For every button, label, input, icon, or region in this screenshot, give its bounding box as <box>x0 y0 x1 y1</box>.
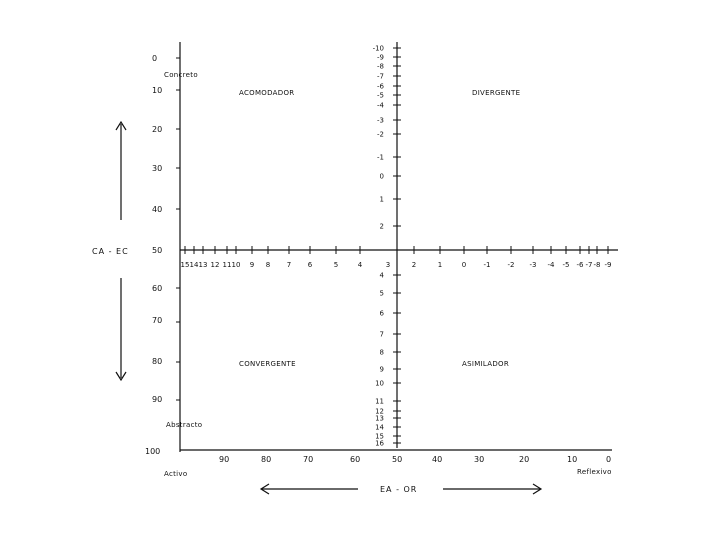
center-vertical-tick-label: 12 <box>375 408 384 416</box>
center-horizontal-tick-label: -4 <box>548 261 556 269</box>
center-horizontal-tick-label: 6 <box>308 261 313 269</box>
center-vertical-tick-label: 9 <box>380 366 384 374</box>
center-vertical-tick-label: 13 <box>375 415 384 423</box>
center-vertical-tick-label: 0 <box>380 173 384 181</box>
center-vertical-tick-label: 7 <box>380 331 384 339</box>
center-horizontal-tick-label: -6 <box>577 261 585 269</box>
quadrant-convergente: CONVERGENTE <box>239 360 296 368</box>
quadrant-acomodador: ACOMODADOR <box>239 89 294 97</box>
center-vertical-tick-label: -10 <box>373 45 384 53</box>
center-horizontal-tick-label: 0 <box>462 261 466 269</box>
bottom-tick-label: 30 <box>474 455 484 464</box>
center-vertical-tick-label: 5 <box>380 290 384 298</box>
abstracto-label: Abstracto <box>166 421 202 429</box>
center-horizontal-tick-label: 12 <box>211 261 220 269</box>
center-vertical-ticks: -10-9-8-7-6-5-4-3-2-10124567891011121314… <box>373 45 401 448</box>
center-horizontal-tick-label: -9 <box>605 261 612 269</box>
center-vertical-tick-label: -1 <box>377 154 384 162</box>
reflexivo-label: Reflexivo <box>577 468 612 476</box>
vertical-arrows <box>115 120 127 382</box>
center-horizontal-tick-label: -3 <box>530 261 537 269</box>
concreto-label: Concreto <box>164 71 198 79</box>
center-horizontal-tick-label: 9 <box>250 261 254 269</box>
bottom-tick-label: 10 <box>567 455 577 464</box>
bottom-tick-label: 60 <box>350 455 360 464</box>
center-horizontal-tick-label: 10 <box>232 261 241 269</box>
up-arrowhead <box>115 120 127 131</box>
left-tick-label: 0 <box>152 54 157 63</box>
left-tick-label: 70 <box>152 316 162 325</box>
center-vertical-tick-label: 11 <box>375 398 384 406</box>
bottom-tick-label: 0 <box>606 455 611 464</box>
center-horizontal-tick-label: 4 <box>358 261 363 269</box>
center-horizontal-tick-label: 5 <box>334 261 338 269</box>
center-vertical-tick-label: 8 <box>380 349 384 357</box>
center-vertical-tick-label: 15 <box>375 433 384 441</box>
left-tick-label: 50 <box>152 246 162 255</box>
horizontal-axis-label: EA - OR <box>380 485 417 494</box>
quadrant-asimilador: ASIMILADOR <box>462 360 509 368</box>
center-vertical-tick-label: -6 <box>377 83 385 91</box>
left-tick-label: 80 <box>152 357 162 366</box>
bottom-tick-label: 90 <box>219 455 229 464</box>
center-horizontal-tick-label: 7 <box>287 261 291 269</box>
center-vertical-tick-label: 14 <box>375 424 384 432</box>
center-vertical-tick-label: 16 <box>375 440 384 448</box>
center-horizontal-tick-label: 14 <box>190 261 199 269</box>
activo-label: Activo <box>164 470 187 478</box>
center-horizontal-tick-label: 15 <box>181 261 190 269</box>
center-horizontal-tick-label: 11 <box>223 261 232 269</box>
center-vertical-tick-label: -7 <box>377 73 384 81</box>
bottom-axis-ticks: 90 80 70 60 50 40 30 20 10 0 <box>219 455 611 464</box>
bottom-tick-label: 70 <box>303 455 313 464</box>
center-horizontal-tick-label: 2 <box>412 261 416 269</box>
bottom-tick-label: 20 <box>519 455 529 464</box>
center-horizontal-tick-label: 8 <box>266 261 270 269</box>
center-horizontal-tick-label: -2 <box>508 261 515 269</box>
center-horizontal-tick-label: -8 <box>594 261 601 269</box>
center-horizontal-tick-label: 13 <box>199 261 208 269</box>
center-vertical-tick-label: -4 <box>377 102 385 110</box>
center-vertical-tick-label: 6 <box>380 310 385 318</box>
center-vertical-tick-label: -2 <box>377 131 384 139</box>
left-tick-label: 60 <box>152 284 162 293</box>
center-vertical-tick-label: -3 <box>377 117 384 125</box>
left-axis-ticks: 0 10 20 30 40 50 60 70 80 90 100 <box>145 54 180 456</box>
bottom-tick-label: 80 <box>261 455 271 464</box>
left-tick-label: 10 <box>152 86 162 95</box>
center-horizontal-tick-label: -5 <box>563 261 570 269</box>
center-vertical-tick-label: 4 <box>380 272 385 280</box>
left-arrowhead <box>259 483 270 495</box>
bottom-tick-label: 50 <box>392 455 402 464</box>
right-arrowhead <box>532 483 543 495</box>
left-tick-label: 30 <box>152 164 162 173</box>
center-horizontal-tick-label: 3 <box>386 261 390 269</box>
center-vertical-tick-label: -9 <box>377 54 384 62</box>
center-vertical-tick-label: -8 <box>377 63 384 71</box>
center-vertical-tick-label: 2 <box>380 223 384 231</box>
left-tick-label: 90 <box>152 395 162 404</box>
vertical-axis-label: CA - EC <box>92 247 129 256</box>
center-vertical-tick-label: 1 <box>380 196 384 204</box>
center-vertical-tick-label: -5 <box>377 92 384 100</box>
down-arrowhead <box>115 371 127 382</box>
center-horizontal-tick-label: -1 <box>484 261 491 269</box>
center-horizontal-tick-label: 1 <box>438 261 442 269</box>
left-tick-label: 20 <box>152 125 162 134</box>
center-vertical-tick-label: 10 <box>375 380 384 388</box>
center-horizontal-ticks: 15 14 13 12 11 10 9 8 7 6 5 4 3 2 1 0 -1 -2 -3 -4 -5 -6 -7 -8 -9 <box>181 246 612 269</box>
horizontal-arrows <box>259 483 543 495</box>
left-tick-label: 40 <box>152 205 162 214</box>
bottom-tick-label: 40 <box>432 455 442 464</box>
center-horizontal-tick-label: -7 <box>586 261 593 269</box>
left-tick-label: 100 <box>145 447 160 456</box>
quadrant-divergente: DIVERGENTE <box>472 89 520 97</box>
